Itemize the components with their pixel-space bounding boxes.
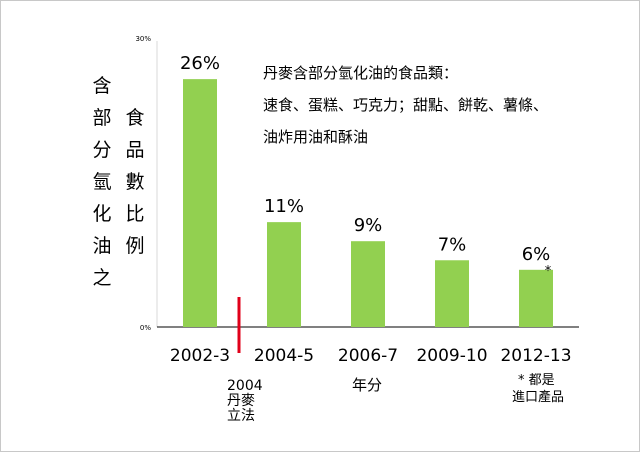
- y-label-char-col2: 食: [125, 107, 144, 129]
- x-tick-2012-13: 2012-13: [500, 346, 571, 366]
- y-label-char-col2: 數: [125, 171, 144, 193]
- y-label-char-col2: 品: [125, 139, 144, 161]
- legislation-label-2: 立法: [227, 408, 255, 424]
- data-label-2012-13: 6%: [522, 244, 551, 265]
- x-ticks-group: 2002-3 2004-5 2006-7 2009-10 2012-13: [170, 346, 572, 366]
- y-label-char-col1: 氫: [92, 171, 111, 193]
- data-labels-group: 26% 11% 9% 7% 6%: [180, 53, 550, 265]
- bar-2012-13: [519, 269, 553, 327]
- bar-2009-10: [435, 260, 469, 327]
- legislation-year: 2004: [227, 378, 263, 394]
- bar-2004-5: [267, 222, 301, 327]
- y-label-char-col2: 例: [125, 235, 144, 257]
- annotation-line-1: 丹麥含部分氫化油的食品類：: [263, 64, 458, 82]
- footnote-line-1: * 都是: [518, 373, 555, 388]
- bar-2002-3: [183, 79, 217, 327]
- y-label-char-col1: 分: [92, 139, 111, 161]
- y-label-char-col2: 比: [125, 203, 144, 225]
- data-label-2004-5: 11%: [264, 196, 304, 217]
- annotation-line-3: 油炸用油和酥油: [263, 128, 368, 146]
- x-tick-2002-3: 2002-3: [170, 346, 230, 366]
- x-tick-2009-10: 2009-10: [416, 346, 487, 366]
- x-tick-2004-5: 2004-5: [254, 346, 314, 366]
- y-tick-bottom: 0%: [140, 324, 151, 332]
- last-bar-asterisk: *: [545, 264, 552, 279]
- data-label-2002-3: 26%: [180, 53, 220, 74]
- bar-2006-7: [351, 241, 385, 327]
- x-axis-title: 年分: [352, 376, 382, 394]
- y-label-char-col1: 含: [92, 75, 111, 97]
- y-label-char-col1: 部: [92, 107, 111, 129]
- x-tick-2006-7: 2006-7: [338, 346, 398, 366]
- y-label-char-col1: 油: [92, 235, 111, 257]
- bars-group: [183, 79, 553, 327]
- y-label-char-col1: 化: [92, 203, 111, 225]
- data-label-2006-7: 9%: [354, 215, 383, 236]
- legislation-label-1: 丹麥: [227, 393, 255, 409]
- annotation-line-2: 速食、蛋糕、巧克力；甜點、餅乾、薯條、: [263, 96, 548, 114]
- y-label-char-col1: 之: [92, 267, 111, 289]
- data-label-2009-10: 7%: [438, 234, 467, 255]
- y-tick-top: 30%: [135, 35, 151, 43]
- footnote-line-2: 進口產品: [512, 389, 564, 405]
